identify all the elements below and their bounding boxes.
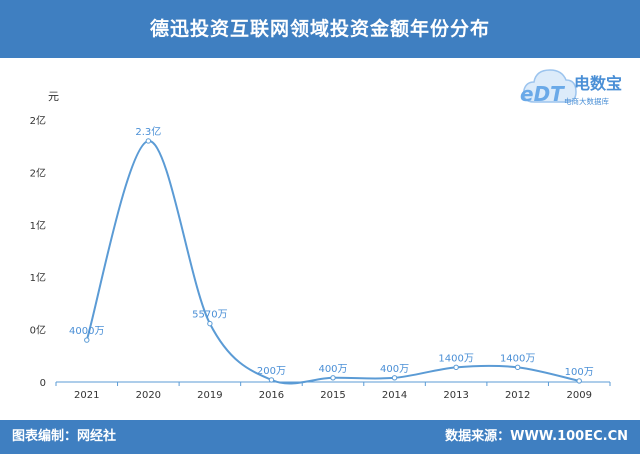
logo	[520, 62, 632, 114]
data-label: 1400万	[500, 353, 535, 364]
x-tick-label: 2014	[382, 390, 407, 401]
data-label: 1400万	[438, 353, 473, 364]
data-label: 100万	[565, 367, 594, 378]
data-point	[207, 320, 213, 327]
data-point	[391, 375, 398, 381]
data-label: 4000万	[69, 326, 104, 337]
data-point	[268, 377, 275, 383]
data-label: 400万	[380, 364, 409, 375]
x-tick-label: 2009	[566, 390, 591, 401]
data-point	[145, 138, 152, 144]
x-tick-label: 2016	[259, 390, 284, 401]
footer-bar: 图表编制：网经社 数据来源：WWW.100EC.CN	[0, 420, 640, 454]
data-source: 数据来源：WWW.100EC.CN	[445, 429, 628, 444]
data-point	[576, 378, 582, 384]
y-tick-label: 1亿	[30, 219, 46, 232]
x-tick-label: 2021	[74, 390, 99, 401]
data-label: 5570万	[192, 310, 227, 321]
y-tick-label: 1亿	[30, 271, 46, 284]
y-axis-unit: 元	[48, 90, 59, 103]
y-tick-label: 0	[40, 378, 46, 389]
series-line	[85, 139, 580, 385]
chart-compiler: 图表编制：网经社	[12, 429, 117, 444]
x-tick-label: 2020	[136, 390, 161, 401]
data-point	[84, 337, 90, 343]
x-tick-label: 2019	[197, 390, 222, 401]
chart-title: 德迅投资互联网领域投资金额年份分布	[149, 18, 490, 40]
line-chart: 0 0亿 1亿 1亿 2亿 2亿 2021 2020 2019 2016 2015 2014 2013 2…	[30, 114, 611, 401]
data-point	[514, 364, 521, 371]
cloud-logo-icon	[522, 69, 577, 103]
y-tick-label: 0亿	[30, 324, 46, 337]
data-point	[330, 375, 336, 381]
data-label: 200万	[257, 366, 286, 377]
data-label: 400万	[318, 364, 347, 375]
logo-subtitle: 电商大数据库	[564, 97, 609, 106]
x-tick-label: 2013	[443, 390, 468, 401]
data-label: 2.3亿	[135, 125, 161, 138]
data-point	[453, 364, 459, 371]
logo-mark: eDT	[520, 82, 564, 106]
title-bar: 德迅投资互联网领域投资金额年份分布	[0, 0, 640, 58]
x-tick-label: 2012	[505, 390, 530, 401]
x-tick-label: 2015	[320, 390, 345, 401]
logo-name: 电数宝	[574, 74, 623, 93]
y-tick-label: 2亿	[30, 114, 46, 127]
y-tick-label: 2亿	[30, 166, 46, 179]
